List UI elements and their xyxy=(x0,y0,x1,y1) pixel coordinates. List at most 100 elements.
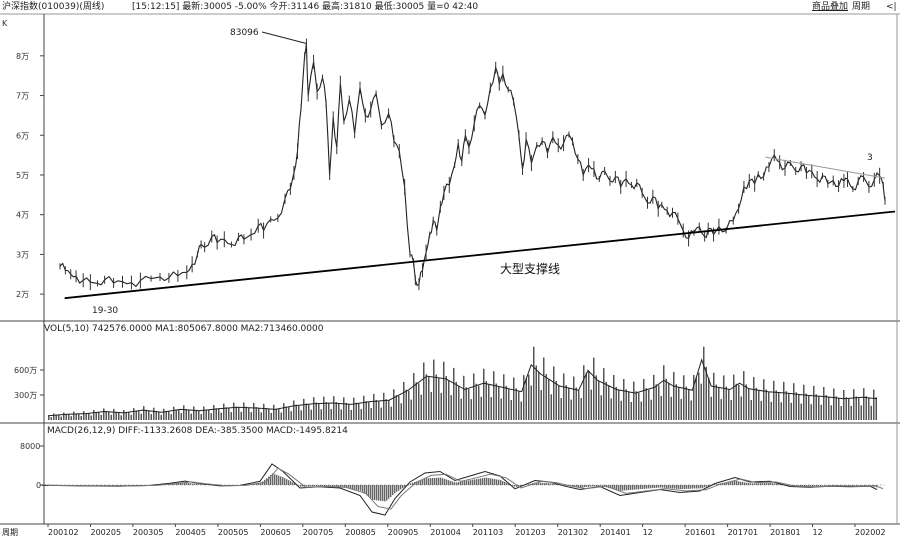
macd-histogram-bar xyxy=(456,482,458,485)
volume-bar xyxy=(400,403,402,420)
x-axis-tick-label: 200205 xyxy=(91,528,122,537)
volume-bar xyxy=(333,396,335,420)
volume-bar xyxy=(873,389,875,420)
volume-bar xyxy=(500,398,502,420)
macd-histogram-bar xyxy=(700,485,702,489)
volume-bar xyxy=(755,387,757,420)
macd-histogram-bar xyxy=(198,484,200,485)
volume-bar xyxy=(163,408,165,420)
macd-histogram-bar xyxy=(122,485,124,486)
volume-bar xyxy=(105,411,107,420)
macd-histogram-bar xyxy=(442,478,444,485)
collapse-button[interactable]: <| xyxy=(886,2,897,12)
macd-histogram-bar xyxy=(600,485,602,486)
volume-bar xyxy=(415,382,417,420)
volume-bar xyxy=(563,373,565,420)
macd-histogram-bar xyxy=(670,485,672,489)
macd-histogram-bar xyxy=(288,480,290,485)
volume-bar xyxy=(700,383,702,420)
volume-bar xyxy=(813,385,815,420)
volume-bar xyxy=(338,403,340,420)
volume-bar xyxy=(325,402,327,420)
macd-histogram-bar xyxy=(480,478,482,485)
macd-histogram-bar xyxy=(770,482,772,485)
macd-histogram-bar xyxy=(502,481,504,485)
price-tick-label: 6万 xyxy=(16,131,29,140)
macd-histogram-bar xyxy=(862,485,864,486)
macd-histogram-bar xyxy=(316,485,318,487)
macd-histogram-bar xyxy=(128,485,130,486)
macd-histogram-bar xyxy=(294,483,296,485)
volume-bar xyxy=(93,409,95,420)
macd-histogram-bar xyxy=(130,485,132,486)
volume-bar xyxy=(815,394,817,420)
macd-histogram-bar xyxy=(362,485,364,493)
volume-bar xyxy=(370,408,372,420)
volume-bar xyxy=(863,388,865,420)
macd-histogram-bar xyxy=(490,478,492,485)
volume-bar xyxy=(63,412,65,420)
volume-bar xyxy=(820,404,822,420)
macd-histogram-bar xyxy=(258,483,260,485)
volume-bar xyxy=(200,414,202,420)
macd-histogram-bar xyxy=(800,485,802,486)
volume-bar xyxy=(753,377,755,420)
macd-histogram-bar xyxy=(648,485,650,489)
period-button[interactable]: 周期 xyxy=(852,2,871,12)
macd-histogram-bar xyxy=(290,481,292,485)
volume-bar xyxy=(805,393,807,420)
volume-bar xyxy=(460,398,462,420)
volume-bar xyxy=(330,409,332,420)
volume-bar xyxy=(478,385,480,420)
volume-bar xyxy=(520,401,522,420)
macd-histogram-bar xyxy=(750,483,752,485)
x-axis-tick-label: 200305 xyxy=(133,528,164,537)
volume-bar xyxy=(295,404,297,420)
macd-histogram-bar xyxy=(808,485,810,487)
volume-bar xyxy=(843,390,845,420)
volume-bar xyxy=(390,406,392,420)
volume-bar xyxy=(800,403,802,420)
high-marker-line xyxy=(261,31,307,45)
volume-bar xyxy=(428,377,430,420)
macd-histogram-bar xyxy=(358,485,360,491)
volume-bar xyxy=(620,400,622,420)
volume-bar xyxy=(278,409,280,420)
macd-histogram-bar xyxy=(366,485,368,496)
volume-bar xyxy=(573,376,575,420)
volume-bar xyxy=(350,409,352,420)
volume-bar xyxy=(585,372,587,420)
macd-histogram-bar xyxy=(132,485,134,486)
macd-histogram-bar xyxy=(412,482,414,485)
volume-bar xyxy=(410,399,412,420)
volume-bar xyxy=(425,374,427,420)
volume-bar xyxy=(230,412,232,420)
volume-bar xyxy=(770,401,772,420)
overlay-button[interactable]: 商品叠加 xyxy=(812,2,849,12)
x-axis-tick-label: 200905 xyxy=(388,528,419,537)
macd-histogram-bar xyxy=(342,485,344,488)
macd-histogram-bar xyxy=(446,479,448,485)
volume-bar xyxy=(120,415,122,420)
volume-bar xyxy=(423,362,425,420)
volume-bar xyxy=(828,397,830,420)
macd-histogram-bar xyxy=(610,485,612,489)
macd-histogram-bar xyxy=(860,485,862,486)
macd-histogram-bar xyxy=(364,485,366,494)
volume-bar xyxy=(323,396,325,420)
price-tick-label: 7万 xyxy=(16,92,29,101)
macd-dea-line xyxy=(47,467,884,510)
volume-bar xyxy=(288,407,290,420)
macd-histogram-bar xyxy=(488,478,490,485)
macd-histogram-bar xyxy=(322,485,324,487)
volume-bar xyxy=(783,381,785,420)
macd-histogram-bar xyxy=(464,481,466,485)
volume-bar xyxy=(433,359,435,420)
volume-bar xyxy=(703,346,705,420)
macd-tick-label: 8000 xyxy=(20,442,40,451)
volume-bar xyxy=(188,410,190,420)
volume-bar xyxy=(688,389,690,420)
volume-bar xyxy=(458,386,460,420)
volume-bar xyxy=(673,372,675,420)
